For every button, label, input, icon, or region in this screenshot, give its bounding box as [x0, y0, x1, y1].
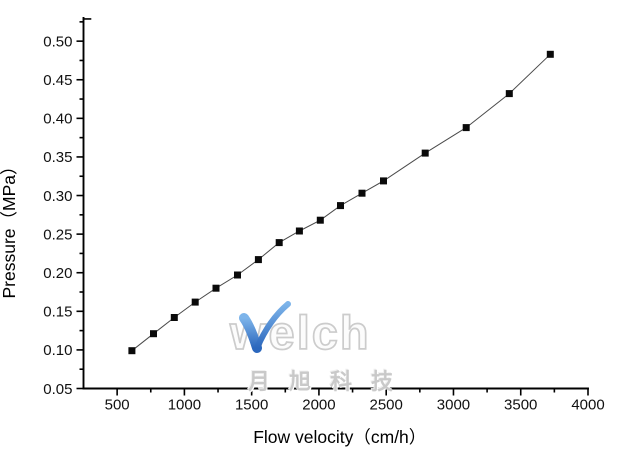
x-tick-label: 500 [105, 397, 130, 414]
data-point-marker [275, 239, 283, 247]
axis-ticks [76, 21, 589, 396]
data-point-marker [170, 314, 178, 321]
data-point-marker [316, 216, 324, 224]
data-point-marker [462, 124, 470, 132]
data-points [128, 50, 554, 355]
x-tick-label: 2000 [302, 397, 335, 414]
y-tick-label: 0.45 [43, 72, 72, 89]
x-tick-label: 3000 [437, 397, 470, 414]
y-tick-label: 0.05 [43, 381, 72, 398]
y-tick-label: 0.20 [43, 265, 72, 282]
data-point-marker [191, 298, 199, 306]
x-tick-label: 1500 [235, 397, 268, 414]
x-axis-title: Flow velocity（cm/h） [253, 427, 426, 447]
data-point-marker [234, 271, 241, 279]
data-point-marker [380, 177, 387, 185]
x-tick-label: 4000 [571, 397, 604, 414]
data-point-marker [295, 227, 303, 235]
y-tick-label: 0.15 [43, 304, 72, 321]
data-point-marker [546, 50, 554, 58]
data-point-marker [505, 90, 513, 98]
data-point-marker [358, 189, 366, 197]
y-tick-label: 0.25 [43, 226, 72, 243]
y-tick-label: 0.10 [43, 342, 72, 359]
data-point-marker [421, 149, 429, 157]
y-axis-title: Pressure（MPa） [0, 157, 19, 298]
data-point-marker [254, 256, 262, 264]
data-point-marker [128, 347, 136, 355]
data-point-marker [337, 202, 344, 210]
data-point-marker [150, 330, 157, 338]
y-tick-label: 0.40 [43, 111, 72, 128]
x-tick-labels: 500 1000 1500 2000 2500 3000 3500 4000 [105, 397, 605, 414]
data-point-marker [212, 284, 220, 292]
y-tick-label: 0.35 [43, 149, 72, 166]
x-tick-label: 1000 [168, 397, 201, 414]
y-tick-labels: 0.05 0.10 0.15 0.20 0.25 0.30 0.35 0.40 0.45 0.50 [43, 33, 72, 397]
y-tick-label: 0.30 [43, 188, 72, 205]
y-tick-label: 0.50 [43, 33, 72, 50]
axes [82, 17, 589, 390]
x-tick-label: 3500 [504, 397, 537, 414]
x-tick-label: 2500 [370, 397, 403, 414]
